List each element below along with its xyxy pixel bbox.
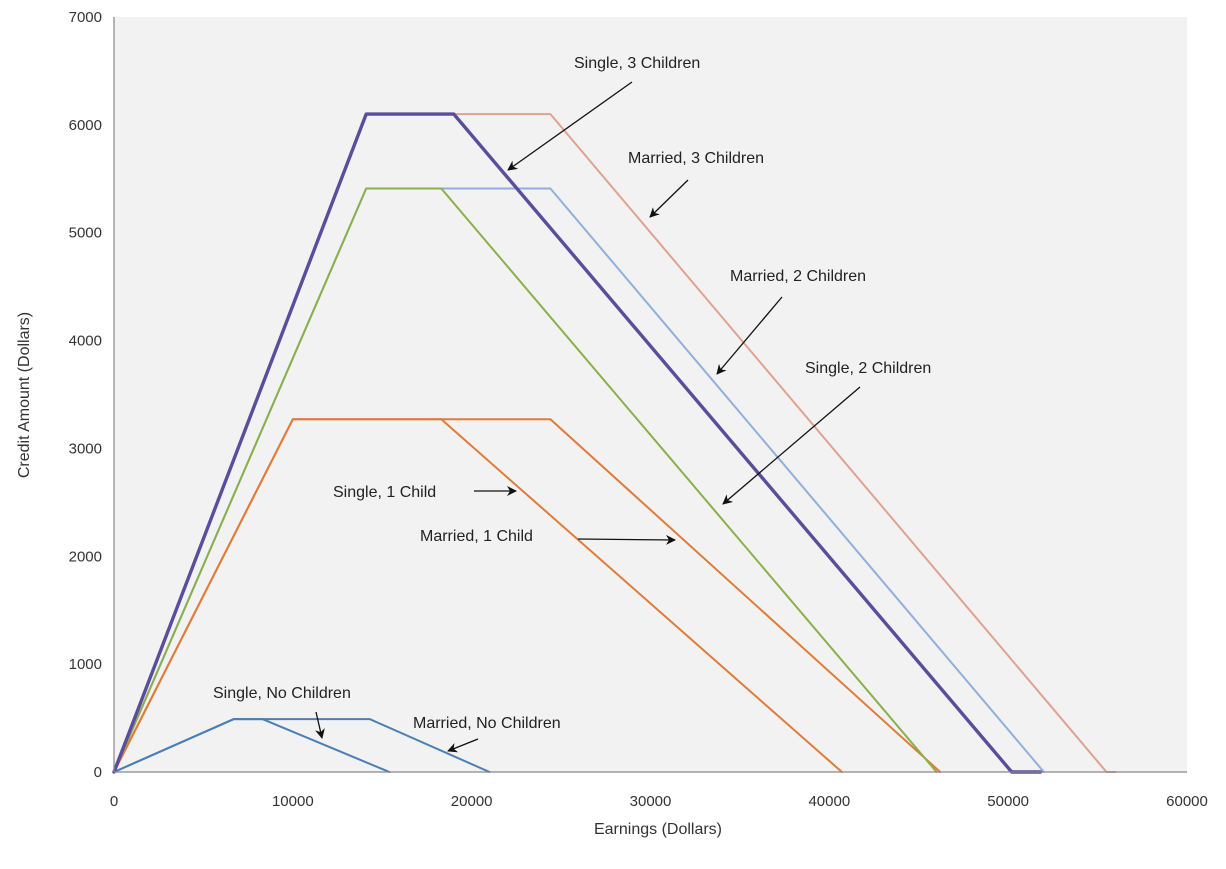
annotation-label: Married, 2 Children (730, 268, 866, 285)
plot-area (114, 17, 1187, 772)
y-tick-label: 3000 (69, 440, 102, 457)
annotation-arrow (315, 711, 325, 739)
x-tick-label: 30000 (630, 793, 672, 810)
annotation-label: Married, 3 Children (628, 150, 764, 167)
annotation-label: Single, 1 Child (333, 484, 436, 501)
annotation-label: Married, 1 Child (420, 528, 533, 545)
series-line-single-2-children (113, 187, 938, 773)
series-line-single-no-children (113, 718, 391, 773)
annotation-arrow (649, 179, 689, 218)
annotation-layer: Single, 3 Children Married, 3 Children Mar… (213, 55, 931, 753)
y-tick-label: 0 (94, 764, 102, 781)
x-tick-label: 60000 (1166, 793, 1208, 810)
series-line-single-1-child (113, 418, 843, 773)
annotation-arrow (577, 534, 676, 545)
y-tick-label: 5000 (69, 225, 102, 242)
y-tick-label: 2000 (69, 548, 102, 565)
y-axis-ticks: 0 1000 2000 3000 4000 5000 6000 7000 (69, 9, 102, 781)
x-tick-label: 20000 (451, 793, 493, 810)
y-tick-label: 7000 (69, 9, 102, 26)
y-tick-label: 6000 (69, 117, 102, 134)
annotation-arrow (507, 81, 633, 171)
annotation-label: Single, 3 Children (574, 55, 700, 72)
y-tick-label: 4000 (69, 333, 102, 350)
annotation-label: Married, No Children (413, 715, 561, 732)
x-axis-ticks: 0 10000 20000 30000 40000 50000 60000 (110, 793, 1208, 810)
annotation-label: Single, 2 Children (805, 360, 931, 377)
x-tick-label: 50000 (987, 793, 1029, 810)
annotation-arrow (722, 386, 861, 505)
annotation-arrow (716, 296, 783, 375)
y-tick-label: 1000 (69, 656, 102, 673)
annotation-label: Single, No Children (213, 685, 351, 702)
annotation-arrow (447, 738, 479, 753)
x-tick-label: 0 (110, 793, 118, 810)
x-tick-label: 40000 (808, 793, 850, 810)
x-tick-label: 10000 (272, 793, 314, 810)
x-axis-title: Earnings (Dollars) (594, 821, 722, 838)
y-axis-title: Credit Amount (Dollars) (16, 312, 33, 478)
